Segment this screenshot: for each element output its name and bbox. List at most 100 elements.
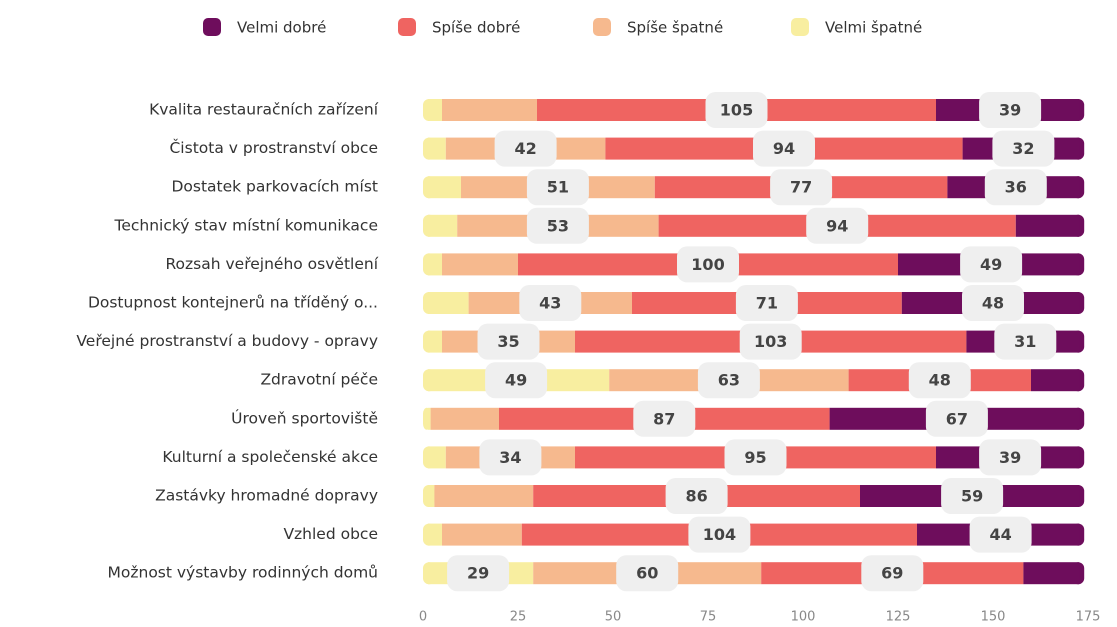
value-label-box bbox=[665, 478, 728, 514]
legend-marker bbox=[791, 18, 809, 36]
category-label: Možnost výstavby rodinných domů bbox=[108, 564, 379, 582]
value-label-box bbox=[519, 285, 582, 321]
category-label: Vzhled obce bbox=[283, 525, 378, 543]
value-label: 53 bbox=[547, 216, 569, 235]
value-label: 103 bbox=[754, 332, 787, 351]
value-label: 35 bbox=[497, 332, 519, 351]
value-label: 44 bbox=[989, 525, 1011, 544]
category-label: Technický stav místní komunikace bbox=[114, 216, 378, 234]
value-label-box bbox=[984, 169, 1047, 206]
value-label: 94 bbox=[826, 216, 848, 235]
legend-marker bbox=[593, 18, 611, 36]
bar-segment bbox=[428, 485, 435, 507]
value-label: 86 bbox=[685, 487, 707, 506]
x-tick-label: 175 bbox=[1076, 610, 1101, 625]
x-tick-label: 0 bbox=[419, 610, 427, 625]
value-label: 48 bbox=[929, 371, 951, 390]
bar-segment bbox=[428, 407, 431, 430]
bar-segment bbox=[428, 214, 458, 237]
value-label-box bbox=[724, 439, 787, 476]
legend-label: Velmi špatné bbox=[825, 19, 922, 37]
value-label-box bbox=[494, 130, 557, 167]
value-label-box bbox=[477, 323, 540, 360]
category-label: Úroveň sportoviště bbox=[231, 408, 378, 427]
x-tick-label: 100 bbox=[791, 610, 816, 625]
value-label: 31 bbox=[1014, 332, 1036, 351]
x-tick-label: 150 bbox=[981, 610, 1006, 625]
value-label: 69 bbox=[881, 564, 903, 583]
value-label: 29 bbox=[467, 564, 489, 583]
legend-label: Spíše dobré bbox=[432, 19, 520, 37]
value-label-box bbox=[979, 92, 1042, 128]
value-label-box bbox=[994, 323, 1057, 360]
value-label: 77 bbox=[790, 178, 812, 197]
value-label: 42 bbox=[514, 139, 536, 158]
value-label: 63 bbox=[718, 371, 740, 390]
x-tick-label: 75 bbox=[700, 610, 717, 625]
value-label-box bbox=[526, 169, 589, 206]
value-label-box bbox=[677, 246, 739, 283]
legend-marker bbox=[398, 18, 416, 36]
bar-segment bbox=[442, 523, 522, 546]
value-label-box bbox=[633, 400, 696, 437]
bar-segment bbox=[428, 446, 446, 469]
bar-segment bbox=[430, 407, 499, 430]
category-label: Kvalita restauračních zařízení bbox=[149, 101, 379, 119]
bar-segment bbox=[428, 176, 461, 199]
value-label-box bbox=[697, 362, 760, 399]
value-label-box bbox=[770, 169, 833, 206]
value-label: 60 bbox=[636, 564, 658, 583]
bar-segment bbox=[428, 137, 446, 160]
bar-segment bbox=[428, 292, 469, 314]
value-label: 71 bbox=[756, 294, 778, 313]
x-tick-label: 50 bbox=[605, 610, 622, 625]
bar-segment bbox=[428, 330, 442, 353]
value-label-box bbox=[992, 130, 1055, 167]
value-label: 87 bbox=[653, 409, 675, 428]
value-label-box bbox=[688, 516, 751, 553]
value-label-box bbox=[479, 439, 542, 476]
value-label-box bbox=[925, 400, 988, 437]
bar-segment bbox=[428, 523, 442, 546]
value-label-box bbox=[962, 285, 1024, 321]
category-label: Veřejné prostranství a budovy - opravy bbox=[76, 332, 378, 350]
legend-marker bbox=[203, 18, 221, 36]
value-label: 39 bbox=[999, 448, 1021, 467]
category-label: Rozsah veřejného osvětlení bbox=[165, 255, 378, 273]
value-label-box bbox=[861, 555, 924, 592]
value-label: 48 bbox=[982, 294, 1004, 313]
value-label: 49 bbox=[505, 371, 527, 390]
x-tick-label: 125 bbox=[886, 610, 911, 625]
value-label: 104 bbox=[703, 525, 736, 544]
category-label: Zdravotní péče bbox=[260, 371, 378, 389]
value-label-box bbox=[616, 555, 679, 592]
value-label-box bbox=[908, 362, 971, 399]
value-label: 67 bbox=[946, 409, 968, 428]
value-label-box bbox=[753, 130, 815, 167]
value-label: 43 bbox=[539, 294, 561, 313]
category-label: Dostatek parkovacích míst bbox=[171, 178, 378, 196]
value-label-box bbox=[485, 362, 548, 399]
legend-label: Spíše špatné bbox=[627, 19, 723, 37]
value-label-box bbox=[979, 439, 1042, 476]
value-label: 32 bbox=[1012, 139, 1034, 158]
bar-segment bbox=[434, 485, 534, 507]
value-label-box bbox=[960, 246, 1023, 283]
value-label: 94 bbox=[773, 139, 795, 158]
value-label: 36 bbox=[1005, 178, 1027, 197]
value-label: 34 bbox=[499, 448, 521, 467]
category-label: Čistota v prostranství obce bbox=[169, 138, 378, 157]
value-label-box bbox=[735, 285, 798, 321]
bar-segment bbox=[428, 99, 442, 121]
value-label-box bbox=[705, 92, 768, 128]
bar-segment bbox=[1015, 214, 1080, 237]
bar-segment bbox=[442, 253, 518, 276]
legend-label: Velmi dobré bbox=[237, 19, 326, 37]
value-label-box bbox=[739, 323, 802, 360]
category-label: Kulturní a společenské akce bbox=[162, 448, 378, 466]
category-label: Zastávky hromadné dopravy bbox=[155, 487, 378, 505]
bar-segment bbox=[1031, 369, 1080, 392]
value-label: 95 bbox=[744, 448, 766, 467]
value-label-box bbox=[526, 207, 589, 244]
